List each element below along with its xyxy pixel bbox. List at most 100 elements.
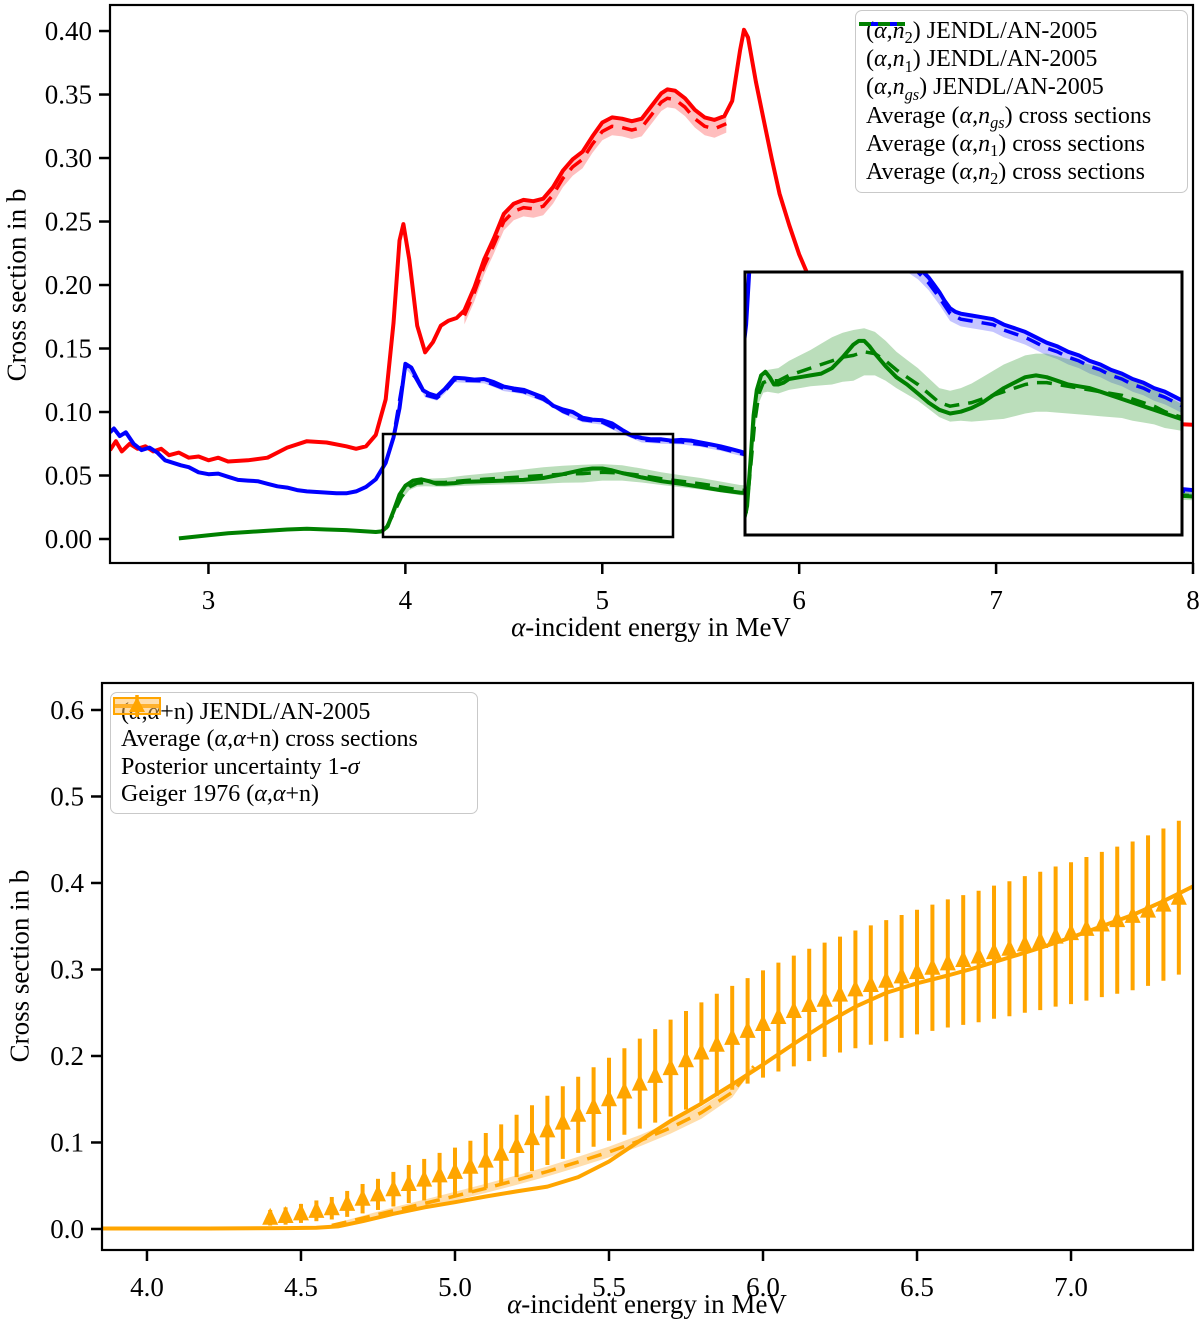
triangle-marker xyxy=(739,1020,756,1038)
triangle-marker xyxy=(431,1165,448,1183)
legend-entry-label: Average (α,n1) cross sections xyxy=(866,130,1145,159)
triangle-marker xyxy=(708,1034,725,1052)
legend-entry-label: Average (α,ngs) cross sections xyxy=(866,102,1152,131)
orange-errorbar-marker-icon xyxy=(129,695,145,717)
aan-average-curve xyxy=(331,1065,756,1228)
triangle-marker xyxy=(292,1203,309,1221)
label-fragment: +n) JENDL/AN-2005 xyxy=(160,699,371,726)
angs-average-curve xyxy=(914,272,1182,408)
y-tick-label: 0.0 xyxy=(50,1214,84,1244)
label-fragment: ) cross sections xyxy=(1004,102,1152,129)
green-dashed-line-icon xyxy=(859,22,905,26)
an2-average-curve xyxy=(384,470,1193,530)
y-tick-label: 0.3 xyxy=(50,954,84,984)
label-fragment: α xyxy=(254,780,267,807)
triangle-marker xyxy=(554,1112,571,1130)
triangle-marker xyxy=(277,1206,294,1224)
triangle-marker xyxy=(1170,887,1187,905)
triangle-marker xyxy=(693,1042,710,1060)
triangle-marker xyxy=(955,949,972,967)
label-fragment: 2 xyxy=(904,28,913,48)
label-fragment: α xyxy=(507,1289,522,1319)
label-fragment: n xyxy=(978,130,991,157)
triangle-marker xyxy=(724,1027,741,1045)
x-tick-label: 8 xyxy=(1186,585,1200,615)
y-tick-label: 0.10 xyxy=(45,397,92,427)
triangle-marker xyxy=(385,1179,402,1197)
label-fragment: ( xyxy=(866,74,874,101)
label-fragment: n xyxy=(892,74,905,101)
y-tick-label: 0.5 xyxy=(50,781,84,811)
inset-zoom-axes xyxy=(745,272,1182,523)
label-fragment: α xyxy=(272,780,286,807)
triangle-marker xyxy=(801,994,818,1012)
legend-entry-label: Posterior uncertainty 1-σ xyxy=(121,755,359,779)
label-fragment: -incident energy in MeV xyxy=(525,612,791,642)
legend-angs-average: Average (α,ngs) cross sections xyxy=(859,22,1177,131)
triangle-marker xyxy=(477,1150,494,1168)
y-tick-label: 0.25 xyxy=(45,207,92,237)
label-fragment: α xyxy=(959,130,973,157)
triangle-marker xyxy=(631,1073,648,1091)
legend-entry-label: Average (α,n2) cross sections xyxy=(866,160,1145,187)
y-tick-label: 0.00 xyxy=(45,524,92,554)
triangle-marker xyxy=(755,1013,772,1031)
label-fragment: ) JENDL/AN-2005 xyxy=(919,74,1104,101)
label-fragment: Geiger 1976 ( xyxy=(121,780,255,807)
legend-entry-label: Geiger 1976 (α,α+n) xyxy=(121,782,319,806)
y-tick-label: 0.2 xyxy=(50,1041,84,1071)
triangle-marker xyxy=(909,962,926,980)
legend-an2-jendl: (α,n2) JENDL/AN-2005 xyxy=(859,18,1177,46)
y-tick-label: 0.20 xyxy=(45,270,92,300)
triangle-marker xyxy=(832,984,849,1002)
legend-an1-jendl: (α,n1) JENDL/AN-2005 xyxy=(859,22,1177,74)
an1-average-curve xyxy=(462,96,727,317)
legend-entry-label: (α,n1) JENDL/AN-2005 xyxy=(866,46,1097,74)
triangle-marker xyxy=(523,1128,540,1146)
an1-jendl-curve xyxy=(110,27,1193,464)
an2-uncertainty-band xyxy=(746,328,1182,521)
an1-uncertainty-band xyxy=(464,89,727,325)
triangle-marker xyxy=(308,1200,325,1218)
label-fragment: α xyxy=(511,612,526,642)
an2-jendl-curve xyxy=(745,338,1182,523)
label-fragment: , xyxy=(266,780,273,807)
triangle-marker xyxy=(462,1156,479,1174)
label-fragment: ) JENDL/AN-2005 xyxy=(912,18,1098,45)
label-fragment: α xyxy=(874,46,887,73)
triangle-marker xyxy=(986,942,1003,960)
triangle-marker xyxy=(416,1169,433,1187)
triangle-marker xyxy=(678,1050,695,1068)
y-tick-label: 0.30 xyxy=(45,143,92,173)
triangle-marker xyxy=(354,1188,371,1206)
triangle-marker xyxy=(1001,938,1018,956)
bottom-y-axis-label: Cross section in b xyxy=(4,869,35,1063)
label-fragment: ) cross sections xyxy=(998,130,1145,157)
label-fragment: 2 xyxy=(990,169,999,189)
aan-jendl-curve xyxy=(102,884,1193,1231)
x-tick-label: 5.5 xyxy=(592,1272,626,1302)
label-fragment: Average ( xyxy=(866,130,960,157)
y-tick-label: 0.40 xyxy=(45,16,92,46)
triangle-marker xyxy=(816,989,833,1007)
legend-aan-average: Average (α,α+n) cross sections xyxy=(114,704,467,753)
label-fragment: , xyxy=(972,102,979,129)
label-fragment: , xyxy=(227,726,234,753)
legend-partial: (α,n2) JENDL/AN-2005 (α,n1) JENDL/AN-2005… xyxy=(855,10,1188,193)
y-tick-label: 0.6 xyxy=(50,695,84,725)
triangle-marker xyxy=(446,1161,463,1179)
inset-source-rectangle xyxy=(381,432,675,539)
triangle-marker xyxy=(862,975,879,993)
triangle-marker xyxy=(539,1120,556,1138)
x-tick-label: 3 xyxy=(202,585,216,615)
inset-border xyxy=(743,270,1184,537)
label-fragment: α xyxy=(959,102,973,129)
label-fragment: , xyxy=(972,130,979,157)
alpha-n-cross-section-chart-ticks: 4.0 4.5 5.0 5.5 6.0 6.5 7.0 0.0 0.1 0.2 0.3 0.4 0.5 0… xyxy=(50,695,1088,1302)
triangle-marker xyxy=(323,1198,340,1216)
geiger-1976-errorbars xyxy=(262,820,1187,1226)
triangle-marker xyxy=(508,1135,525,1153)
triangle-marker xyxy=(785,1001,802,1019)
